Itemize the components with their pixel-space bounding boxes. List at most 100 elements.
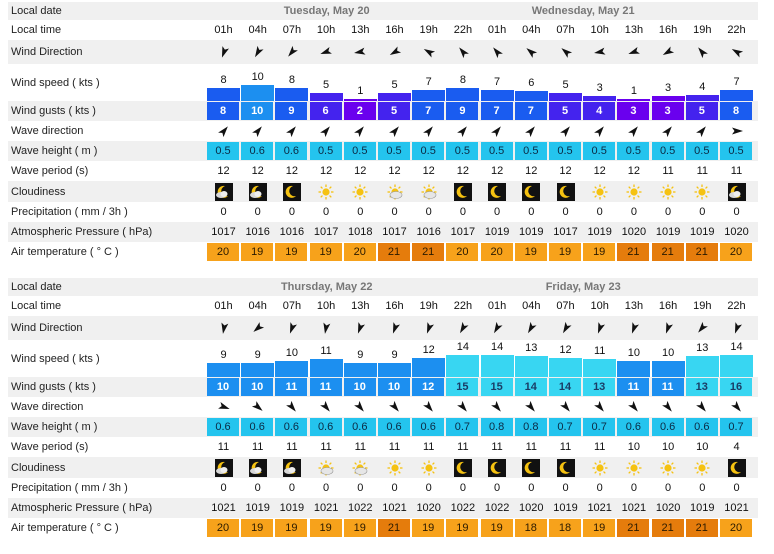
wind-speed-bar bbox=[309, 359, 343, 377]
wind-arrow-icon bbox=[358, 322, 366, 334]
time-cell: 19h bbox=[693, 24, 712, 36]
cloudiness-cell bbox=[686, 181, 719, 202]
wind-speed-bar bbox=[549, 358, 582, 377]
air-temperature-cell: 21 bbox=[412, 243, 445, 261]
wave-arrow-icon bbox=[525, 400, 536, 412]
wind-speed-value: 3 bbox=[665, 82, 672, 94]
wave-height-cell: 0.7 bbox=[583, 418, 616, 436]
date-header: Thursday, May 22 bbox=[280, 281, 373, 293]
time-cell: 01h bbox=[487, 24, 507, 36]
wind-speed-value: 14 bbox=[490, 341, 504, 353]
wind-arrow-icon bbox=[593, 47, 606, 55]
row-precipitation: Precipitation ( mm / 3h ) 0 0 0 0 0 0 0 0 0 0 0 0 0 0 0… bbox=[8, 202, 758, 222]
wind-speed-value: 8 bbox=[288, 74, 295, 86]
wind-direction-cell bbox=[310, 316, 343, 340]
wind-direction-cell bbox=[378, 40, 411, 64]
time-cell: 22h bbox=[453, 300, 473, 312]
pressure-cell: 1021 bbox=[382, 502, 407, 514]
wind-speed-bar bbox=[378, 363, 411, 377]
wave-direction-cell bbox=[515, 121, 548, 141]
wave-height-cell: 0.6 bbox=[343, 418, 376, 436]
wave-arrow-icon bbox=[422, 126, 433, 138]
wave-period-cell: 10 bbox=[696, 441, 709, 453]
air-temperature-cell: 19 bbox=[412, 519, 445, 537]
cloudiness-cell bbox=[515, 457, 548, 478]
cloudiness-cell bbox=[207, 457, 240, 478]
wave-height-cell: 0.5 bbox=[412, 142, 445, 160]
wind-direction-cell bbox=[549, 316, 582, 340]
precipitation-cell: 0 bbox=[254, 206, 261, 218]
wave-height-cell: 0.5 bbox=[583, 142, 616, 160]
wind-speed-value: 8 bbox=[459, 74, 466, 86]
air-temperature-cell: 20 bbox=[207, 243, 239, 261]
wave-period-cell: 12 bbox=[319, 165, 333, 177]
wind-gust-cell: 10 bbox=[241, 378, 274, 396]
wind-gust-cell: 7 bbox=[412, 102, 445, 120]
wave-direction-cell bbox=[446, 121, 479, 141]
air-temperature-cell: 19 bbox=[275, 243, 308, 261]
wind-speed-value: 3 bbox=[596, 82, 603, 94]
wave-period-cell: 10 bbox=[627, 441, 641, 453]
wind-speed-value: 8 bbox=[220, 74, 227, 86]
row-label: Wind gusts ( kts ) bbox=[11, 381, 96, 393]
row-cloudiness: Cloudiness bbox=[8, 457, 758, 478]
time-cell: 01h bbox=[214, 24, 233, 36]
wind-arrow-icon bbox=[526, 48, 538, 58]
wind-speed-bar bbox=[343, 99, 377, 101]
wind-speed-bar bbox=[651, 96, 685, 101]
cloudiness-cell bbox=[583, 457, 616, 478]
pressure-cell: 1021 bbox=[313, 502, 339, 514]
wind-speed-value: 5 bbox=[391, 79, 398, 91]
wave-arrow-icon bbox=[730, 400, 741, 412]
wind-speed-bar bbox=[514, 91, 548, 101]
sun-cloud-icon bbox=[352, 460, 368, 475]
row-local-time: Local time 01h 04h 07h 10h 13h 16h 19h 22h 01h 04h… bbox=[8, 296, 758, 316]
wave-arrow-icon bbox=[251, 126, 262, 138]
forecast-block: Local date Tuesday, May 20 Wednesday, May … bbox=[8, 2, 758, 264]
air-temperature-cell: 20 bbox=[446, 243, 479, 261]
wind-speed-value: 12 bbox=[559, 344, 572, 356]
pressure-cell: 1021 bbox=[211, 502, 236, 514]
wave-period-cell: 11 bbox=[491, 441, 503, 453]
wind-direction-cell bbox=[549, 40, 582, 64]
wave-arrow-icon bbox=[662, 126, 672, 138]
sun-icon bbox=[694, 184, 710, 199]
wave-height-cell: 0.5 bbox=[720, 142, 752, 160]
sun-icon bbox=[352, 184, 368, 199]
row-wave-height: Wave height ( m ) 0.6 0.6 0.6 0.6 0.6 0.6 0.6 0.… bbox=[8, 417, 758, 437]
precipitation-cell: 0 bbox=[357, 482, 364, 494]
wave-direction-cell bbox=[412, 397, 445, 417]
pressure-cell: 1020 bbox=[519, 502, 544, 514]
wind-gust-cell: 14 bbox=[549, 378, 581, 396]
pressure-cell: 1017 bbox=[553, 226, 578, 238]
row-label: Wave height ( m ) bbox=[11, 145, 98, 157]
row-wind-direction: Wind Direction bbox=[8, 316, 758, 340]
pressure-cell: 1019 bbox=[484, 226, 510, 238]
wind-gust-cell: 9 bbox=[446, 102, 479, 120]
cloudiness-cell bbox=[617, 457, 650, 478]
wind-arrow-icon bbox=[597, 322, 605, 334]
row-wave-height: Wave height ( m ) 0.5 0.6 0.6 0.5 0.5 0.5 0.5 0.… bbox=[8, 141, 758, 161]
wind-arrow-icon bbox=[254, 45, 264, 58]
wind-gust-cell: 7 bbox=[514, 102, 547, 120]
wave-period-cell: 11 bbox=[457, 441, 469, 453]
wave-height-cell: 0.5 bbox=[378, 142, 410, 160]
wind-speed-value: 7 bbox=[494, 76, 501, 88]
wave-period-cell: 10 bbox=[661, 441, 675, 453]
wind-speed-bar bbox=[241, 85, 275, 101]
night-cloud-icon bbox=[282, 458, 301, 477]
date-header: Tuesday, May 20 bbox=[283, 5, 370, 17]
wave-arrow-icon bbox=[285, 400, 296, 412]
night-icon bbox=[453, 458, 472, 477]
wave-period-cell: 12 bbox=[593, 165, 606, 177]
time-cell: 04h bbox=[522, 300, 541, 312]
cloudiness-cell bbox=[344, 457, 377, 478]
wind-arrow-icon bbox=[628, 47, 640, 55]
air-temperature-cell: 21 bbox=[685, 519, 718, 537]
wave-arrow-icon bbox=[627, 126, 638, 138]
air-temperature-cell: 21 bbox=[651, 243, 684, 261]
row-precipitation: Precipitation ( mm / 3h ) 0 0 0 0 0 0 0 0 0 0 0 0 0 0 0… bbox=[8, 478, 758, 498]
time-cell: 10h bbox=[590, 300, 609, 312]
wind-speed-bar bbox=[651, 361, 685, 377]
air-temperature-cell: 19 bbox=[275, 519, 308, 537]
